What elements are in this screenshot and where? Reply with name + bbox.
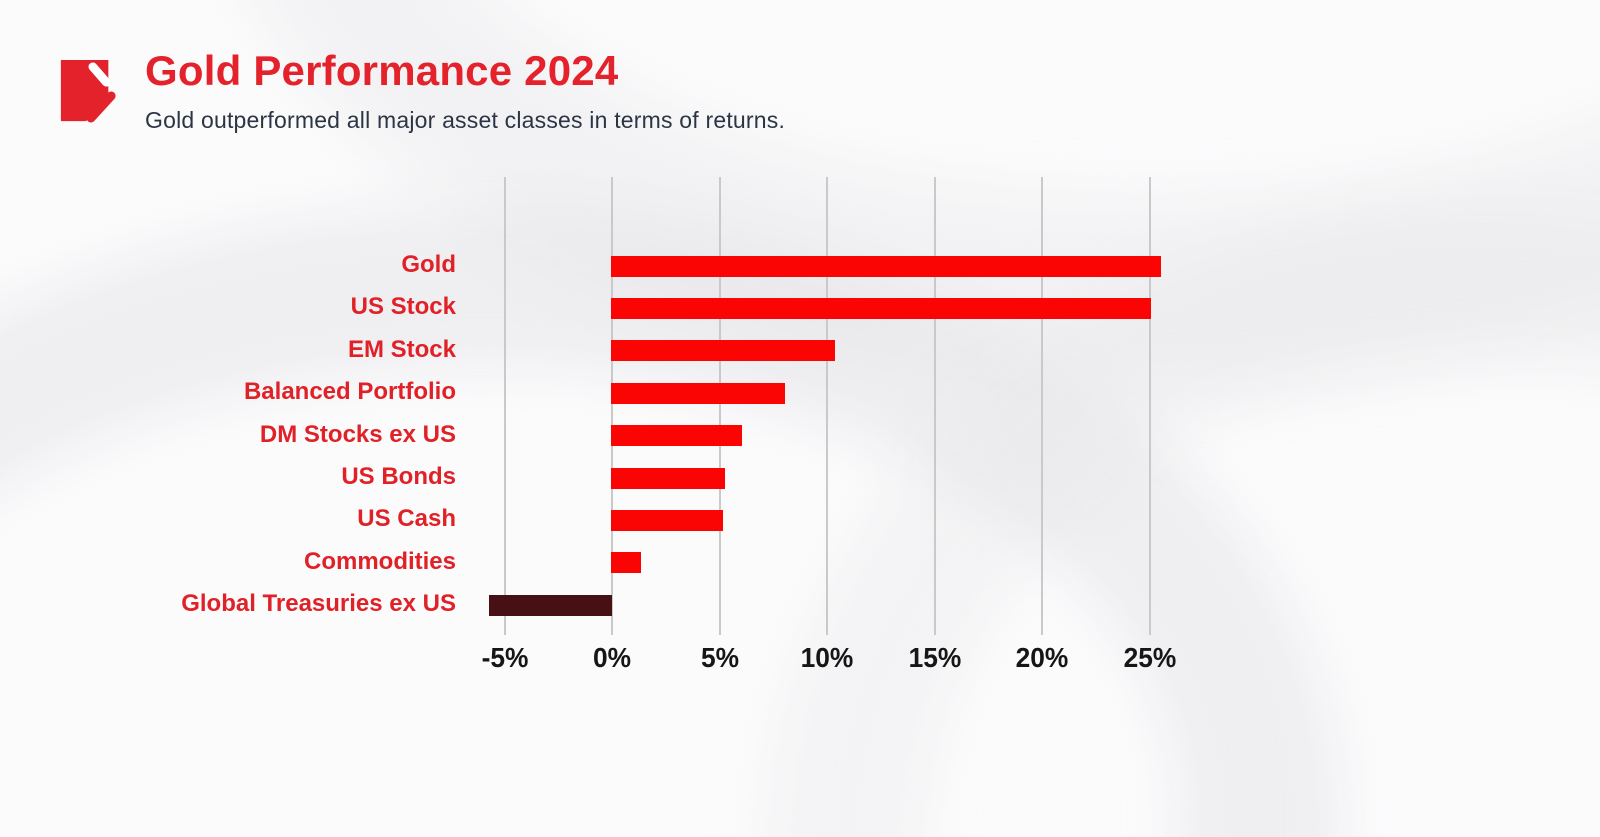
x-axis-tick-label: 15% (908, 642, 961, 673)
x-axis-tick-label: 0% (592, 642, 632, 673)
page-subtitle: Gold outperformed all major asset classe… (145, 107, 786, 133)
bar-em-stock (611, 340, 835, 362)
x-axis-tick-label: 10% (800, 642, 854, 673)
category-label: US Cash (357, 505, 456, 533)
background-wave-top (400, 0, 1600, 200)
bar-chart: -5% 0% 5% 10% 15% 20% 25% Gold US Stock EM Stock B… (0, 177, 1600, 697)
gridline-20% (1041, 177, 1043, 635)
bar-us-stock (611, 297, 1151, 319)
bar-us-cash (611, 509, 723, 531)
gridline-25% (1148, 177, 1151, 635)
category-label: Balanced Portfolio (243, 378, 456, 406)
gridline-15% (933, 177, 936, 635)
category-label: Gold (401, 251, 456, 278)
x-axis-tick-label: 20% (1015, 642, 1069, 673)
x-axis-tick-label: 5% (700, 642, 739, 673)
category-label: EM Stock (347, 335, 456, 363)
bar-gold (611, 255, 1162, 277)
page-title: Gold Performance 2024 (145, 47, 619, 94)
bar-dm-stocks-ex-us (611, 425, 743, 447)
x-axis-tick-label: -5% (481, 642, 528, 673)
bar-balanced-portfolio (611, 382, 786, 404)
bar-us-bonds (611, 467, 725, 489)
gridline-0% (611, 177, 613, 635)
bar-global-treasuries-ex-us (489, 594, 612, 616)
x-axis-tick-label: 25% (1123, 642, 1176, 673)
category-label: Global Treasuries ex US (181, 590, 456, 618)
category-label: US Bonds (341, 463, 456, 490)
gridline--5% (503, 177, 506, 635)
category-label: US Stock (350, 293, 456, 321)
category-label: Commodities (303, 547, 456, 575)
brand-logo-icon (60, 60, 116, 123)
bar-commodities (611, 552, 642, 574)
category-label: DM Stocks ex US (259, 420, 456, 448)
gridline-10% (826, 177, 828, 635)
gridline-5% (718, 177, 721, 635)
